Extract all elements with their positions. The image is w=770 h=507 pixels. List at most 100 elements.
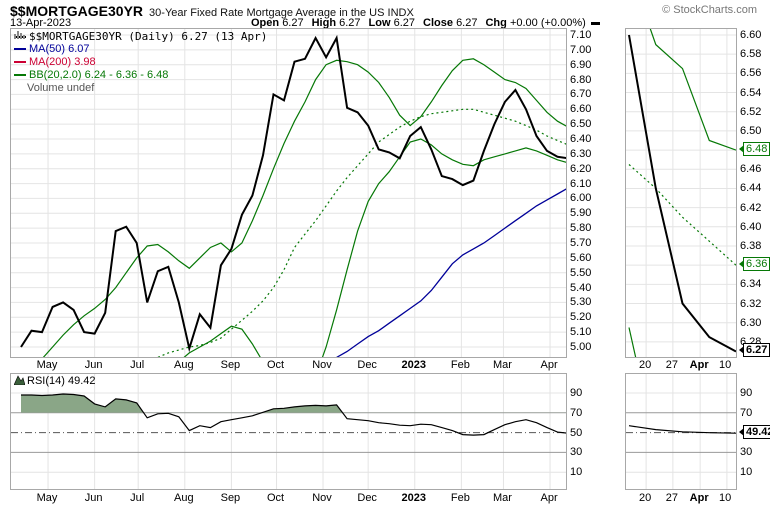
rsi-y-axis: 90 70 50 30 10 bbox=[570, 373, 598, 490]
quote-row: Open 6.27 High 6.27 Low 6.27 Close 6.27 Chg … bbox=[243, 17, 600, 29]
series-rsi bbox=[21, 393, 566, 436]
y-tick-label: 6.54 bbox=[740, 86, 762, 99]
main-x-axis: May Jun Jul Aug Sep Oct Nov Dec 2023 Feb Mar Apr bbox=[10, 359, 567, 372]
x-tick-label-2023: 2023 bbox=[401, 359, 426, 371]
rsi-area-icon bbox=[14, 375, 25, 385]
y-tick-label: 5.40 bbox=[570, 281, 592, 294]
x-tick-label-2023: 2023 bbox=[401, 492, 426, 504]
recent-x-axis: 20 27 Apr 10 bbox=[625, 359, 737, 372]
x-tick-label-May: May bbox=[36, 359, 58, 371]
y-tick-label: 5.60 bbox=[570, 251, 592, 264]
series-rsi bbox=[628, 425, 736, 434]
y-tick-label: 6.60 bbox=[740, 29, 762, 41]
y-tick-label: 6.52 bbox=[740, 105, 762, 118]
open-label: Open bbox=[251, 17, 280, 29]
chg-value: +0.00 (+0.00%) bbox=[509, 17, 586, 29]
x-tick-label-Oct: Oct bbox=[266, 492, 285, 504]
y-tick-label: 90 bbox=[740, 387, 753, 399]
y-tick-label: 6.50 bbox=[570, 118, 592, 131]
series-bb_upper bbox=[42, 58, 566, 357]
y-tick-label: 6.30 bbox=[740, 316, 762, 329]
y-tick-label: 6.40 bbox=[570, 132, 592, 145]
symbol: $$MORTGAGE30YR bbox=[10, 3, 144, 19]
y-tick-label: 6.56 bbox=[740, 67, 762, 80]
x-tick-label-Sep: Sep bbox=[220, 492, 241, 504]
stockcharts-credit: © StockCharts.com bbox=[662, 4, 757, 16]
y-tick-label: 6.90 bbox=[570, 58, 592, 71]
x-tick-label-Jul: Jul bbox=[130, 492, 145, 504]
y-tick-label: 6.20 bbox=[570, 162, 592, 175]
x-tick-label-Apr: Apr bbox=[540, 492, 558, 504]
y-tick-label: 70 bbox=[740, 406, 753, 419]
y-tick-label: 6.44 bbox=[740, 182, 762, 195]
y-tick-label: 50 bbox=[570, 426, 583, 439]
y-tick-label: 7.00 bbox=[570, 43, 592, 56]
recent-price-chart bbox=[626, 29, 736, 357]
x-tick-label-10: 10 bbox=[718, 359, 732, 371]
x-tick-label-Oct: Oct bbox=[266, 359, 285, 371]
y-tick-label: 7.10 bbox=[570, 29, 592, 41]
legend-ma200-row: MA(200) 3.98 bbox=[14, 56, 267, 69]
y-tick-label: 90 bbox=[570, 387, 583, 399]
legend-volume-row: Volume undef bbox=[14, 31, 267, 95]
high-label: High bbox=[311, 17, 337, 29]
series-ma50 bbox=[336, 188, 566, 357]
close-label: Close bbox=[423, 17, 453, 29]
y-tick-label: 6.10 bbox=[570, 177, 592, 190]
x-tick-label-Feb: Feb bbox=[450, 359, 470, 371]
series-bb_middle bbox=[156, 108, 566, 357]
chg-label: Chg bbox=[485, 17, 507, 29]
y-tick-label: 5.70 bbox=[570, 236, 592, 249]
y-tick-label: 6.70 bbox=[570, 88, 592, 101]
rsi-x-axis: May Jun Jul Aug Sep Oct Nov Dec 2023 Feb Mar Apr bbox=[10, 492, 567, 505]
x-tick-label-27: 27 bbox=[665, 492, 678, 504]
low-value: 6.27 bbox=[393, 17, 416, 29]
y-tick-label: 70 bbox=[570, 406, 583, 419]
main-price-chart-panel: $$MORTGAGE30YR (Daily) 6.27 (13 Apr) MA(… bbox=[10, 28, 567, 358]
x-tick-label-Aug: Aug bbox=[173, 359, 194, 371]
y-tick-label: 5.90 bbox=[570, 207, 592, 220]
recent-y-axis: 6.60 6.58 6.56 6.54 6.52 6.50 6.46 6.44 6.42 6.40… bbox=[738, 28, 770, 358]
y-tick-label: 6.50 bbox=[740, 124, 762, 137]
x-tick-label-Nov: Nov bbox=[312, 359, 332, 371]
series-bb_lower bbox=[183, 138, 566, 357]
x-tick-label-Nov: Nov bbox=[312, 492, 332, 504]
rsi-recent-y-axis: 90 70 30 10 49.42 bbox=[739, 373, 770, 490]
price-callout-6.48: 6.48 bbox=[738, 142, 770, 157]
x-tick-label-Mar: Mar bbox=[492, 492, 512, 504]
rsi-recent-chart bbox=[626, 374, 736, 489]
series-price bbox=[20, 34, 566, 353]
x-tick-label-May: May bbox=[36, 492, 58, 504]
x-tick-label-27: 27 bbox=[665, 359, 678, 371]
price-line-swatch bbox=[590, 21, 600, 25]
price-callout-6.36: 6.36 bbox=[738, 257, 770, 272]
main-chart-legend: $$MORTGAGE30YR (Daily) 6.27 (13 Apr) MA(… bbox=[14, 30, 267, 95]
volume-bars-icon bbox=[14, 31, 25, 92]
y-tick-label: 5.20 bbox=[570, 311, 592, 324]
header-row-1: $$MORTGAGE30YR 30-Year Fixed Rate Mortgag… bbox=[10, 3, 762, 19]
y-tick-label: 6.34 bbox=[740, 278, 762, 291]
close-value: 6.27 bbox=[456, 17, 478, 29]
chart-date: 13-Apr-2023 bbox=[10, 17, 72, 29]
x-tick-label-Mar: Mar bbox=[492, 359, 512, 371]
y-tick-label: 6.42 bbox=[740, 201, 762, 214]
rsi-chart bbox=[11, 374, 566, 489]
price-callout-6.27: 6.27 bbox=[738, 343, 770, 358]
legend-ma50-text: MA(50) 6.07 bbox=[29, 43, 90, 55]
legend-rsi-text: RSI(14) 49.42 bbox=[27, 375, 96, 387]
y-tick-label: 6.46 bbox=[740, 163, 762, 176]
series-bb_middle bbox=[628, 164, 736, 266]
header-row-2: 13-Apr-2023 Open 6.27 High 6.27 Low 6.27 Cl… bbox=[10, 17, 762, 30]
y-tick-label: 30 bbox=[740, 446, 753, 459]
legend-ma200-text: MA(200) 3.98 bbox=[29, 56, 96, 68]
rsi-recent-chart-panel bbox=[625, 373, 737, 490]
x-tick-label-Dec: Dec bbox=[357, 359, 377, 371]
series-bb_upper bbox=[649, 29, 736, 151]
x-tick-label-Dec: Dec bbox=[357, 492, 377, 504]
open-value: 6.27 bbox=[282, 17, 304, 29]
legend-bb-text: BB(20,2.0) 6.24 - 6.36 - 6.48 bbox=[29, 69, 169, 81]
legend-symbol-row: $$MORTGAGE30YR (Daily) 6.27 (13 Apr) bbox=[14, 30, 267, 43]
y-tick-label: 30 bbox=[570, 446, 583, 459]
legend-rsi-row: RSI(14) 49.42 bbox=[14, 375, 95, 388]
